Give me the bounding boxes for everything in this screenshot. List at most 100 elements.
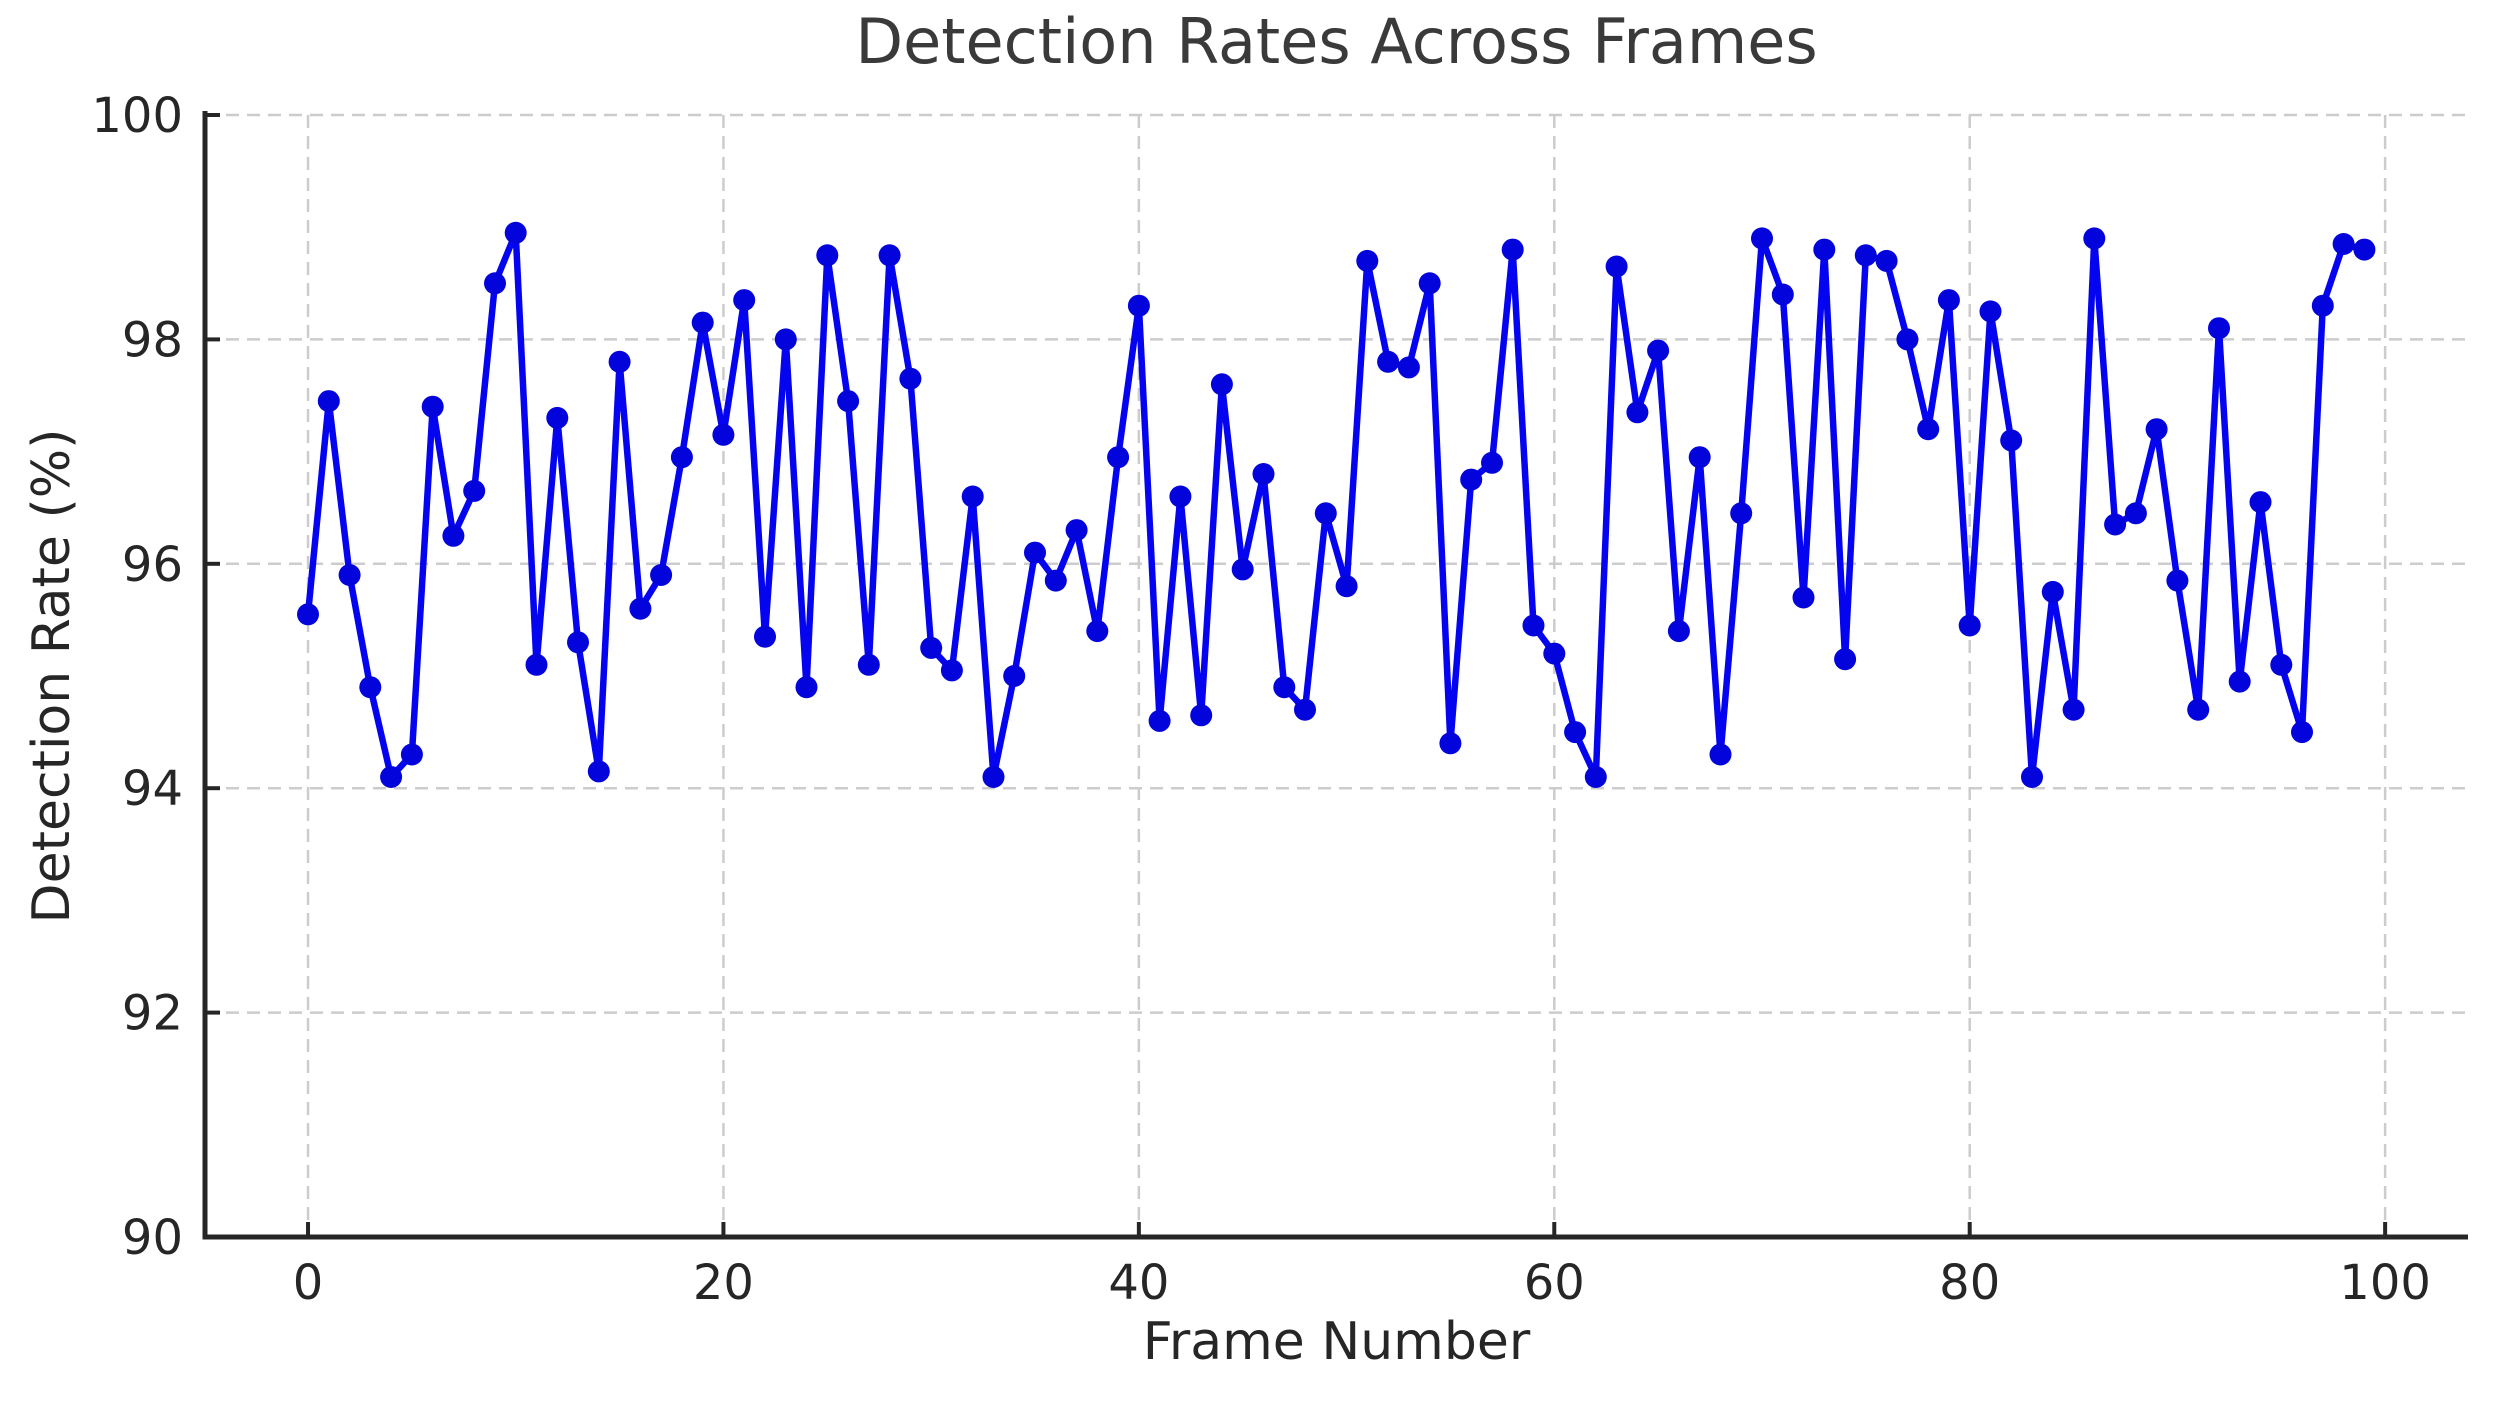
data-point: [1356, 249, 1379, 272]
data-point: [1875, 249, 1898, 272]
data-point: [961, 485, 984, 508]
data-point: [982, 766, 1005, 788]
data-point: [1501, 238, 1524, 261]
data-point: [712, 423, 735, 446]
y-tick-label: 100: [91, 88, 183, 144]
data-point: [1854, 244, 1877, 267]
data-point: [1418, 272, 1441, 295]
data-point: [317, 390, 340, 413]
data-point: [1917, 418, 1940, 441]
data-point: [1813, 238, 1836, 261]
data-point: [2249, 491, 2272, 514]
data-point: [650, 564, 673, 586]
data-point: [1481, 451, 1503, 474]
data-point: [754, 625, 776, 648]
x-tick-label: 20: [693, 1255, 754, 1311]
data-point: [1730, 502, 1753, 525]
data-point: [1127, 294, 1150, 317]
data-point: [1792, 586, 1815, 609]
data-point: [940, 659, 963, 682]
data-point: [1190, 704, 1213, 727]
chart-title: Detection Rates Across Frames: [855, 5, 1818, 78]
data-point: [2145, 418, 2168, 441]
data-point: [2208, 317, 2230, 340]
data-point: [920, 636, 943, 659]
data-point: [1024, 541, 1046, 564]
data-point: [1979, 300, 2002, 323]
data-point: [1231, 558, 1254, 581]
data-point: [1958, 614, 1981, 637]
data-point: [2021, 766, 2043, 788]
data-point: [1439, 732, 1462, 755]
data-point: [1647, 339, 1670, 362]
data-point: [1335, 575, 1358, 598]
x-tick-label: 60: [1524, 1255, 1585, 1311]
data-point: [2270, 653, 2293, 676]
data-point: [1896, 328, 1919, 351]
data-point: [2353, 238, 2376, 261]
data-point: [2228, 670, 2251, 693]
data-point: [1937, 289, 1960, 312]
data-point: [2041, 580, 2064, 603]
data-point: [1314, 502, 1337, 525]
data-point: [338, 564, 361, 586]
data-point: [1044, 569, 1067, 592]
data-point: [400, 743, 423, 766]
data-point: [1771, 283, 1794, 306]
data-point: [463, 479, 486, 502]
data-point: [1065, 519, 1088, 542]
data-point: [1584, 766, 1607, 788]
data-point: [1252, 463, 1275, 485]
data-point: [1605, 255, 1628, 278]
data-point: [1460, 468, 1483, 491]
x-tick-label: 100: [2339, 1255, 2431, 1311]
data-point: [2104, 513, 2127, 536]
data-point: [733, 289, 756, 312]
x-tick-label: 40: [1108, 1255, 1169, 1311]
data-point: [359, 676, 382, 699]
data-point: [1169, 485, 1192, 508]
data-point: [1377, 350, 1400, 373]
data-point: [2187, 698, 2210, 721]
y-tick-label: 96: [122, 537, 183, 593]
data-point: [567, 631, 589, 654]
x-tick-label: 80: [1939, 1255, 2000, 1311]
data-point: [2083, 227, 2106, 250]
data-point: [2166, 569, 2189, 592]
data-point: [1667, 620, 1690, 643]
data-point: [1626, 401, 1649, 424]
data-point: [546, 406, 569, 429]
data-point: [2124, 502, 2147, 525]
y-axis-label: Detection Rate (%): [22, 428, 82, 924]
data-point: [2000, 429, 2023, 452]
data-point: [442, 524, 465, 547]
data-point: [691, 311, 714, 334]
data-point: [1086, 620, 1109, 643]
data-point: [1003, 665, 1026, 687]
data-point: [670, 446, 693, 469]
data-point: [525, 653, 548, 676]
data-point: [1543, 642, 1566, 665]
data-point: [297, 603, 319, 626]
data-point: [629, 597, 652, 620]
data-point: [380, 766, 403, 788]
data-point: [1834, 648, 1857, 671]
data-point: [608, 350, 631, 373]
data-point: [1397, 356, 1420, 379]
data-line: [304, 229, 2368, 781]
data-point: [587, 760, 610, 783]
data-point: [837, 390, 860, 413]
data-point: [2332, 233, 2355, 255]
data-point: [774, 328, 797, 351]
data-point: [1294, 698, 1316, 721]
data-point: [857, 653, 880, 676]
data-point: [1273, 676, 1296, 699]
data-point: [899, 367, 922, 390]
data-point: [1751, 227, 1773, 250]
data-point: [1107, 446, 1130, 469]
data-point: [1709, 743, 1732, 766]
x-tick-label: 0: [293, 1255, 324, 1311]
data-point: [816, 244, 839, 267]
y-tick-label: 94: [122, 761, 183, 817]
